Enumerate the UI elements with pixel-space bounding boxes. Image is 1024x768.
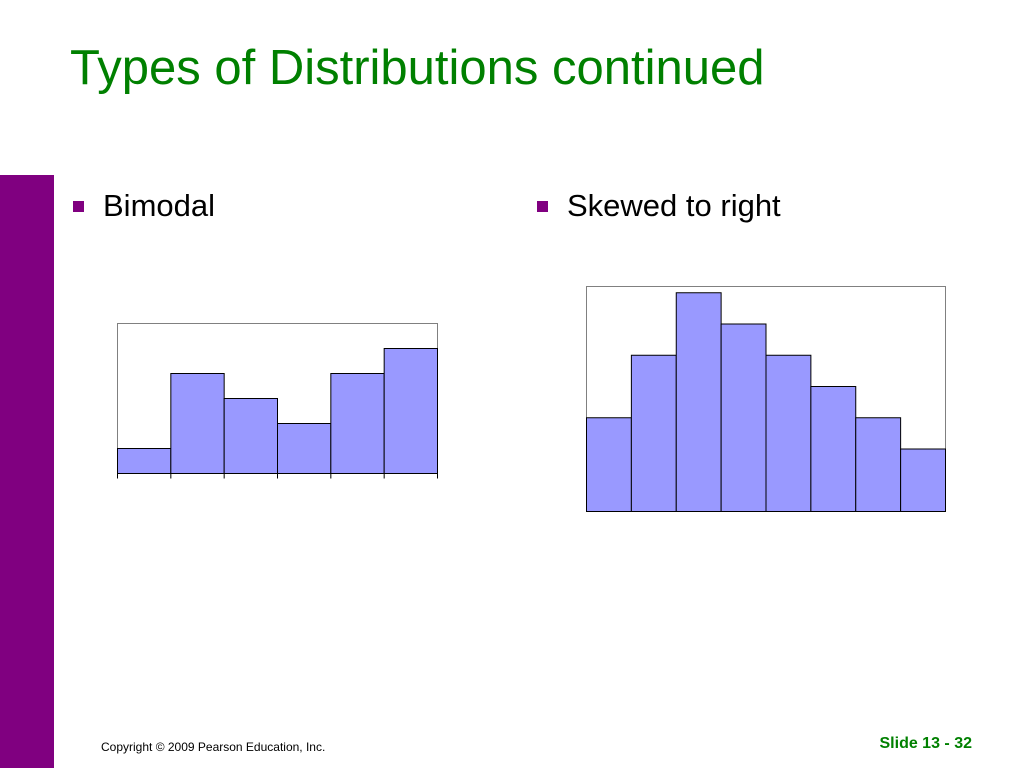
side-accent-bar [0, 175, 54, 768]
skewed-right-histogram [586, 286, 946, 512]
histogram-bar [383, 348, 438, 474]
square-bullet-icon [537, 201, 548, 212]
histogram-bar [855, 417, 902, 512]
histogram-bar [117, 448, 172, 474]
histogram-bar [223, 398, 278, 474]
slide-number: Slide 13 - 32 [879, 735, 973, 752]
bullet-label-bimodal: Bimodal [103, 188, 215, 223]
histogram-bar [277, 423, 332, 474]
histogram-bar [630, 354, 677, 512]
bullet-skewed-right: Skewed to right [537, 186, 781, 226]
histogram-bar [330, 373, 385, 474]
bullet-bimodal: Bimodal [73, 186, 215, 226]
histogram-bar [720, 323, 767, 512]
bullet-label-skewed-right: Skewed to right [567, 188, 781, 223]
copyright-text: Copyright © 2009 Pearson Education, Inc. [101, 740, 326, 754]
histogram-bar [170, 373, 225, 474]
histogram-bar [900, 448, 946, 512]
histogram-bar [765, 354, 812, 512]
slide-title: Types of Distributions continued [70, 41, 765, 95]
bimodal-histogram [117, 323, 438, 479]
histogram-bar [675, 292, 722, 512]
histogram-bar [810, 386, 857, 512]
square-bullet-icon [73, 201, 84, 212]
histogram-bar [586, 417, 632, 512]
